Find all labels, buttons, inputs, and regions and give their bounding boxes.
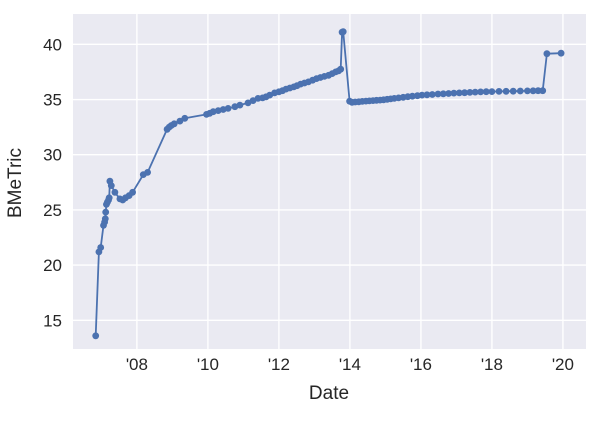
data-point (471, 88, 479, 96)
data-point (101, 215, 109, 223)
data-point (170, 120, 178, 128)
data-point (439, 90, 447, 98)
data-point (418, 91, 426, 99)
data-point (105, 194, 113, 202)
data-point (97, 244, 105, 251)
x-tick-label: '08 (126, 355, 148, 374)
data-point (428, 91, 436, 98)
y-tick-label: 20 (43, 256, 62, 275)
data-point (557, 49, 565, 57)
x-tick-label: '10 (197, 355, 219, 374)
data-point (509, 87, 517, 95)
data-point (529, 87, 537, 95)
data-point (539, 87, 547, 95)
data-point (144, 169, 152, 176)
x-tick-label: '20 (552, 355, 574, 374)
data-point (409, 92, 416, 100)
y-tick-label: 15 (43, 311, 62, 330)
y-tick-label: 40 (43, 35, 62, 54)
data-point (92, 332, 100, 340)
data-point (224, 105, 232, 112)
data-point (477, 88, 484, 96)
data-point (337, 65, 345, 73)
data-point (543, 50, 551, 58)
data-point (107, 182, 115, 190)
data-point (524, 87, 531, 95)
plot-area (73, 14, 586, 349)
data-point (455, 89, 463, 97)
x-tick-label: '16 (410, 355, 432, 374)
data-point (339, 28, 347, 36)
data-point (181, 114, 189, 122)
data-point (488, 88, 496, 95)
data-point (516, 87, 524, 95)
data-point (482, 88, 490, 96)
tick-label-layer: '08 '10 '12 '14 '16 '18 '20 15 20 25 30 35 40 (43, 35, 574, 374)
x-axis-label: Date (309, 383, 349, 404)
data-point (434, 90, 442, 98)
data-point (129, 188, 137, 196)
data-point (236, 101, 244, 109)
y-tick-label: 35 (43, 91, 62, 110)
data-point (111, 188, 119, 196)
x-tick-label: '18 (481, 355, 503, 374)
x-tick-label: '14 (339, 355, 361, 374)
plot-layer (73, 14, 586, 349)
data-point (445, 90, 452, 97)
data-point (466, 89, 474, 96)
x-tick-label: '12 (268, 355, 290, 374)
y-axis-label: BMeTric (5, 148, 26, 218)
data-point (450, 89, 458, 97)
data-point (461, 89, 468, 97)
data-point (495, 88, 503, 95)
data-point (102, 208, 110, 216)
data-point (423, 91, 431, 99)
data-point (502, 87, 510, 95)
y-tick-label: 30 (43, 146, 62, 165)
y-tick-label: 25 (43, 201, 62, 220)
